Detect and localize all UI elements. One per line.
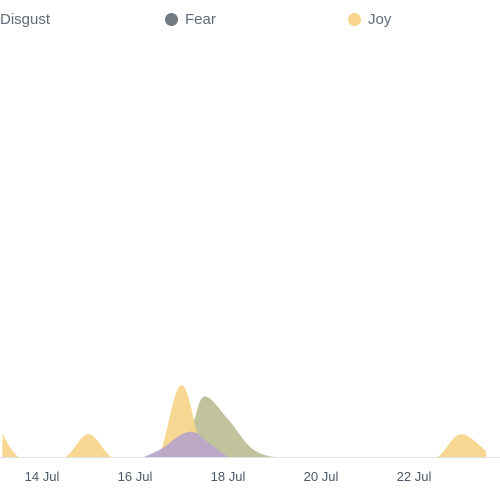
legend-label-disgust: Disgust — [0, 10, 51, 28]
x-tick-label: 14 Jul — [25, 469, 60, 484]
x-tick-label: 22 Jul — [397, 469, 432, 484]
legend-dot-fear — [165, 12, 178, 26]
x-tick-label: 16 Jul — [118, 469, 153, 484]
x-tick-label: 18 Jul — [211, 469, 246, 484]
legend-item-fear[interactable]: Fear — [165, 8, 216, 30]
x-tick-label: 20 Jul — [304, 469, 339, 484]
legend-label-joy: Joy — [368, 10, 392, 28]
legend: Disgust Fear Joy — [0, 8, 500, 30]
area-series-overlap — [144, 431, 228, 457]
legend-item-joy[interactable]: Joy — [348, 8, 391, 30]
area-series-fear — [135, 396, 298, 457]
legend-label-fear: Fear — [185, 10, 216, 28]
legend-item-disgust[interactable]: Disgust — [0, 8, 50, 30]
legend-dot-joy — [348, 12, 361, 26]
